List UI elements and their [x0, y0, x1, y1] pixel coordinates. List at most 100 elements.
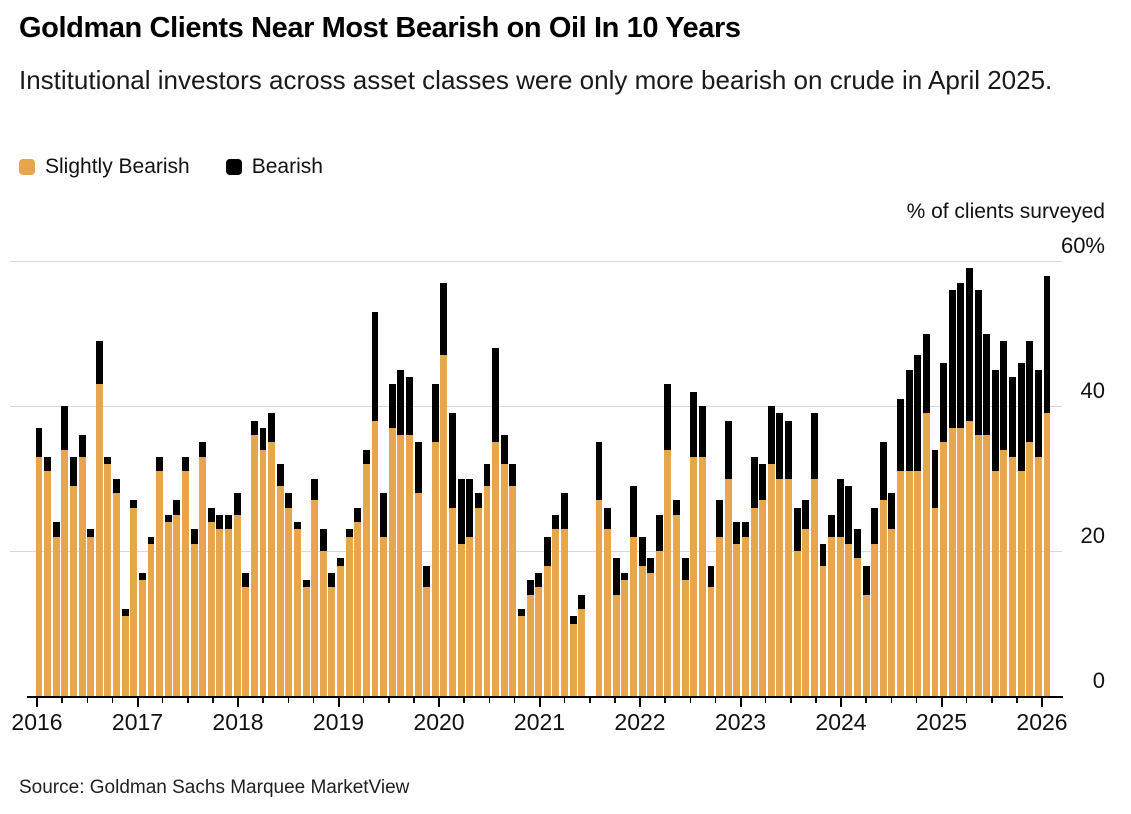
bar-2021-10-bearish [604, 507, 612, 530]
bar-2017-03-slightly-bearish [156, 471, 164, 696]
bar-2018-05-slightly-bearish [268, 442, 276, 696]
bar-2022-02-bearish [638, 536, 646, 566]
y-tick-label-20: 20 [1080, 523, 1105, 548]
bar-2022-04-slightly-bearish [655, 551, 663, 696]
bar-2016-07 [87, 529, 95, 696]
bar-2016-11-bearish [121, 609, 129, 617]
bar-2024-10 [914, 355, 922, 696]
bar-2023-04 [759, 464, 767, 696]
bar-2021-07 [578, 594, 586, 696]
bar-2022-05-slightly-bearish [664, 449, 672, 696]
bar-2021-09 [595, 442, 603, 696]
bar-2019-07-bearish [371, 311, 379, 421]
x-year-label-2024: 2024 [815, 709, 867, 735]
x-major-tick-2018 [237, 697, 239, 707]
bar-2022-11 [716, 500, 724, 696]
bar-2016-07-slightly-bearish [87, 536, 95, 696]
bar-2023-02-bearish [742, 522, 749, 537]
bar-2023-07-slightly-bearish [785, 478, 792, 696]
bar-2025-05 [974, 290, 982, 696]
bar-2022-01-slightly-bearish [630, 536, 637, 696]
bar-2023-03 [750, 456, 758, 696]
bar-2021-10 [604, 507, 612, 696]
bar-2024-02 [845, 485, 853, 696]
bar-2017-04 [164, 514, 172, 696]
bar-2017-03-bearish [156, 456, 164, 472]
bar-2018-03-slightly-bearish [250, 435, 258, 696]
bar-2020-12 [518, 609, 525, 696]
bar-2024-11-slightly-bearish [922, 413, 930, 696]
bar-2025-07 [991, 369, 999, 696]
bar-2020-08-bearish [483, 464, 491, 486]
bar-2017-08-slightly-bearish [190, 543, 198, 696]
bar-2019-09-bearish [388, 384, 396, 428]
y-tick-label-40: 40 [1080, 378, 1105, 403]
bar-2016-01 [35, 427, 43, 696]
bar-2022-09-slightly-bearish [698, 456, 706, 696]
bar-2025-01-slightly-bearish [940, 442, 948, 696]
bar-2024-11-bearish [922, 333, 930, 414]
bar-2023-03-bearish [750, 456, 758, 508]
bar-2023-01-slightly-bearish [733, 543, 741, 696]
bar-2024-12-bearish [931, 449, 939, 508]
bar-2022-02 [638, 536, 646, 696]
bar-2016-04-slightly-bearish [61, 449, 69, 696]
bar-2016-06 [78, 435, 86, 696]
bar-2025-10 [1017, 362, 1025, 696]
bar-2019-09 [388, 384, 396, 696]
bar-2025-04-bearish [966, 268, 973, 421]
bar-2016-05-slightly-bearish [70, 485, 77, 696]
bar-2021-06 [569, 616, 577, 696]
legend-label-slightly-bearish: Slightly Bearish [45, 155, 190, 178]
bar-2024-11 [922, 333, 930, 696]
bar-2025-08 [1000, 340, 1008, 696]
bar-2017-01 [138, 572, 146, 696]
x-year-label-2022: 2022 [614, 709, 666, 735]
bar-2020-05 [457, 478, 465, 696]
bar-2021-07-bearish [578, 594, 586, 609]
x-major-tick-2022 [639, 697, 641, 707]
bar-2018-12-bearish [319, 529, 327, 551]
x-major-tick-2025 [940, 697, 943, 707]
bar-2025-06-slightly-bearish [983, 435, 991, 696]
bar-2022-06 [673, 500, 680, 696]
bar-2025-02 [948, 290, 956, 696]
bar-2025-03-slightly-bearish [957, 427, 965, 696]
bar-2020-12-slightly-bearish [518, 616, 525, 696]
bar-2019-09-slightly-bearish [388, 427, 396, 696]
bar-2019-07 [371, 311, 379, 696]
bar-2020-02 [431, 384, 439, 696]
bar-2016-02-bearish [44, 456, 52, 472]
bar-2019-07-slightly-bearish [371, 420, 379, 696]
bar-2018-09 [302, 580, 310, 696]
bar-2022-12-bearish [724, 420, 732, 479]
bar-2016-05 [70, 456, 77, 696]
bar-2016-12-slightly-bearish [130, 507, 138, 696]
bar-2024-08-bearish [897, 398, 904, 472]
bar-2024-02-slightly-bearish [845, 543, 853, 696]
legend-item-bearish: Bearish [225, 155, 323, 179]
bar-2025-10-slightly-bearish [1017, 471, 1025, 696]
bar-2025-10-bearish [1017, 362, 1025, 472]
bar-2019-02-slightly-bearish [328, 587, 336, 696]
bar-2022-10 [707, 565, 715, 696]
bar-2020-04-bearish [449, 413, 456, 508]
x-year-label-2019: 2019 [312, 709, 365, 735]
bar-2017-06 [182, 456, 189, 696]
bar-2022-11-slightly-bearish [716, 536, 724, 696]
bar-2020-03 [440, 282, 448, 696]
bar-2021-11-slightly-bearish [612, 594, 620, 696]
bar-2024-10-slightly-bearish [914, 471, 922, 696]
bar-2017-12-slightly-bearish [225, 529, 232, 696]
bar-2022-07-slightly-bearish [681, 580, 689, 696]
bar-2017-03 [156, 456, 164, 696]
x-minor-tick-2020-q3 [513, 697, 516, 703]
bar-2021-04 [552, 514, 560, 696]
bar-2017-12-bearish [225, 514, 232, 530]
bar-2025-02-slightly-bearish [948, 427, 956, 696]
bar-2024-06-slightly-bearish [879, 500, 887, 696]
bar-2018-08-slightly-bearish [294, 529, 301, 696]
y-tick-label-60: 60% [1060, 233, 1105, 258]
bar-2018-03-bearish [250, 420, 258, 435]
bar-2024-04-slightly-bearish [862, 594, 870, 696]
